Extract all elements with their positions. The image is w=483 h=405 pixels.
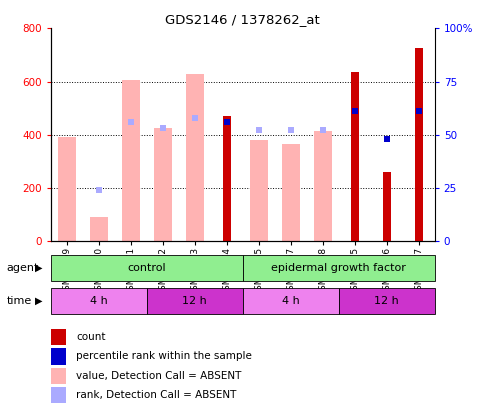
Bar xyxy=(154,128,171,241)
Bar xyxy=(339,288,435,314)
Text: percentile rank within the sample: percentile rank within the sample xyxy=(76,352,252,361)
Bar xyxy=(223,116,231,241)
Bar xyxy=(122,80,140,241)
Bar xyxy=(415,48,423,241)
Bar xyxy=(51,348,66,364)
Title: GDS2146 / 1378262_at: GDS2146 / 1378262_at xyxy=(165,13,320,26)
Text: 12 h: 12 h xyxy=(374,296,399,306)
Bar xyxy=(58,137,75,241)
Bar xyxy=(90,217,108,241)
Bar xyxy=(51,368,66,384)
Text: time: time xyxy=(6,296,31,305)
Text: 12 h: 12 h xyxy=(183,296,207,306)
Bar xyxy=(314,131,331,241)
Text: 4 h: 4 h xyxy=(282,296,299,306)
Bar xyxy=(282,144,299,241)
Bar xyxy=(351,72,359,241)
Text: value, Detection Call = ABSENT: value, Detection Call = ABSENT xyxy=(76,371,242,381)
Text: agent: agent xyxy=(6,263,39,273)
Text: ▶: ▶ xyxy=(35,296,43,305)
Text: rank, Detection Call = ABSENT: rank, Detection Call = ABSENT xyxy=(76,390,237,400)
Text: ▶: ▶ xyxy=(35,263,43,273)
Bar xyxy=(147,288,243,314)
Bar xyxy=(383,172,391,241)
Bar xyxy=(51,329,66,345)
Text: count: count xyxy=(76,332,106,342)
Bar xyxy=(250,140,268,241)
Bar xyxy=(51,387,66,403)
Bar xyxy=(243,255,435,281)
Bar xyxy=(51,288,147,314)
Text: control: control xyxy=(128,263,166,273)
Bar xyxy=(51,255,242,281)
Bar xyxy=(186,74,203,241)
Bar xyxy=(243,288,339,314)
Text: epidermal growth factor: epidermal growth factor xyxy=(271,263,406,273)
Text: 4 h: 4 h xyxy=(90,296,108,306)
